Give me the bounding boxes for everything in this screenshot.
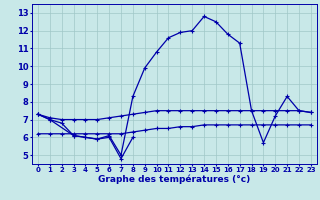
X-axis label: Graphe des températures (°c): Graphe des températures (°c) [98, 175, 251, 184]
